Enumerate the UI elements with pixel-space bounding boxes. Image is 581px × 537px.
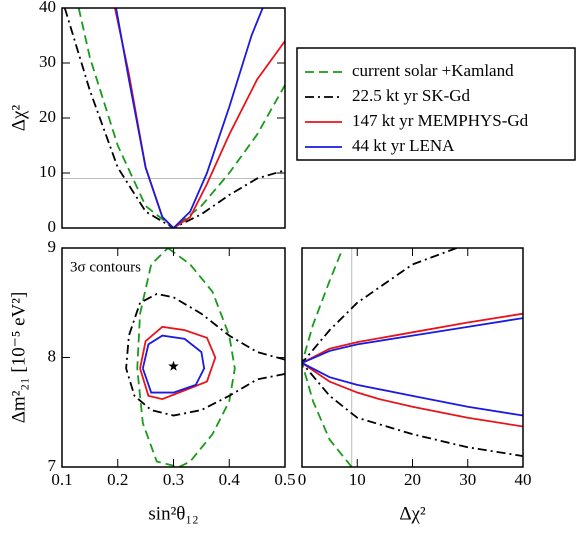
x-tick-label: 20 [404, 470, 421, 489]
series-line [141, 334, 206, 394]
legend-label: 147 kt yr MEMPHYS-Gd [352, 111, 529, 130]
y-axis-label: Δm²₂₁ [10⁻⁵ eV²] [8, 292, 29, 424]
x-tick-label: 0.2 [107, 470, 128, 489]
x-tick-label: 0.5 [274, 470, 295, 489]
series-line [302, 248, 523, 457]
plot-area [62, 8, 285, 228]
x-tick-label: 0.3 [163, 470, 184, 489]
plot-frame [301, 247, 524, 468]
x-tick-label: 10 [349, 470, 366, 489]
x-tick-label: 0.1 [51, 470, 72, 489]
x-tick-label: 40 [515, 470, 532, 489]
x-axis-label: Δχ² [399, 503, 426, 524]
legend-box [296, 47, 576, 161]
plot-frame [61, 247, 286, 468]
series-line [139, 325, 217, 401]
x-axis-label: sin²θ₁₂ [148, 503, 198, 524]
x-tick-label: 0.4 [219, 470, 241, 489]
y-tick-label: 0 [48, 217, 57, 236]
annotation: 3σ contours [70, 259, 141, 275]
series-line [302, 317, 523, 417]
y-tick-label: 30 [39, 52, 56, 71]
x-tick-label: 0 [298, 470, 307, 489]
legend-label: current solar +Kamland [352, 61, 514, 80]
series-line [125, 293, 285, 417]
y-tick-label: 40 [39, 0, 56, 16]
y-tick-label: 9 [48, 237, 57, 256]
series-line [77, 8, 285, 228]
series-line [302, 312, 523, 428]
legend-label: 22.5 kt yr SK-Gd [352, 86, 471, 105]
legend-label: 44 kt yr LENA [352, 136, 455, 155]
series-line [136, 248, 236, 467]
plot-frame [61, 7, 286, 229]
x-tick-label: 30 [459, 470, 476, 489]
y-tick-label: 7 [48, 456, 57, 475]
y-tick-label: 8 [48, 346, 57, 365]
series-line [63, 8, 285, 228]
plot-area [125, 248, 285, 467]
y-tick-label: 10 [39, 162, 56, 181]
series-line [302, 253, 353, 467]
series-line [115, 8, 264, 228]
best-fit-point [168, 360, 179, 371]
y-tick-label: 20 [39, 107, 56, 126]
y-axis-label: Δχ² [8, 105, 29, 132]
plot-area [302, 248, 523, 467]
